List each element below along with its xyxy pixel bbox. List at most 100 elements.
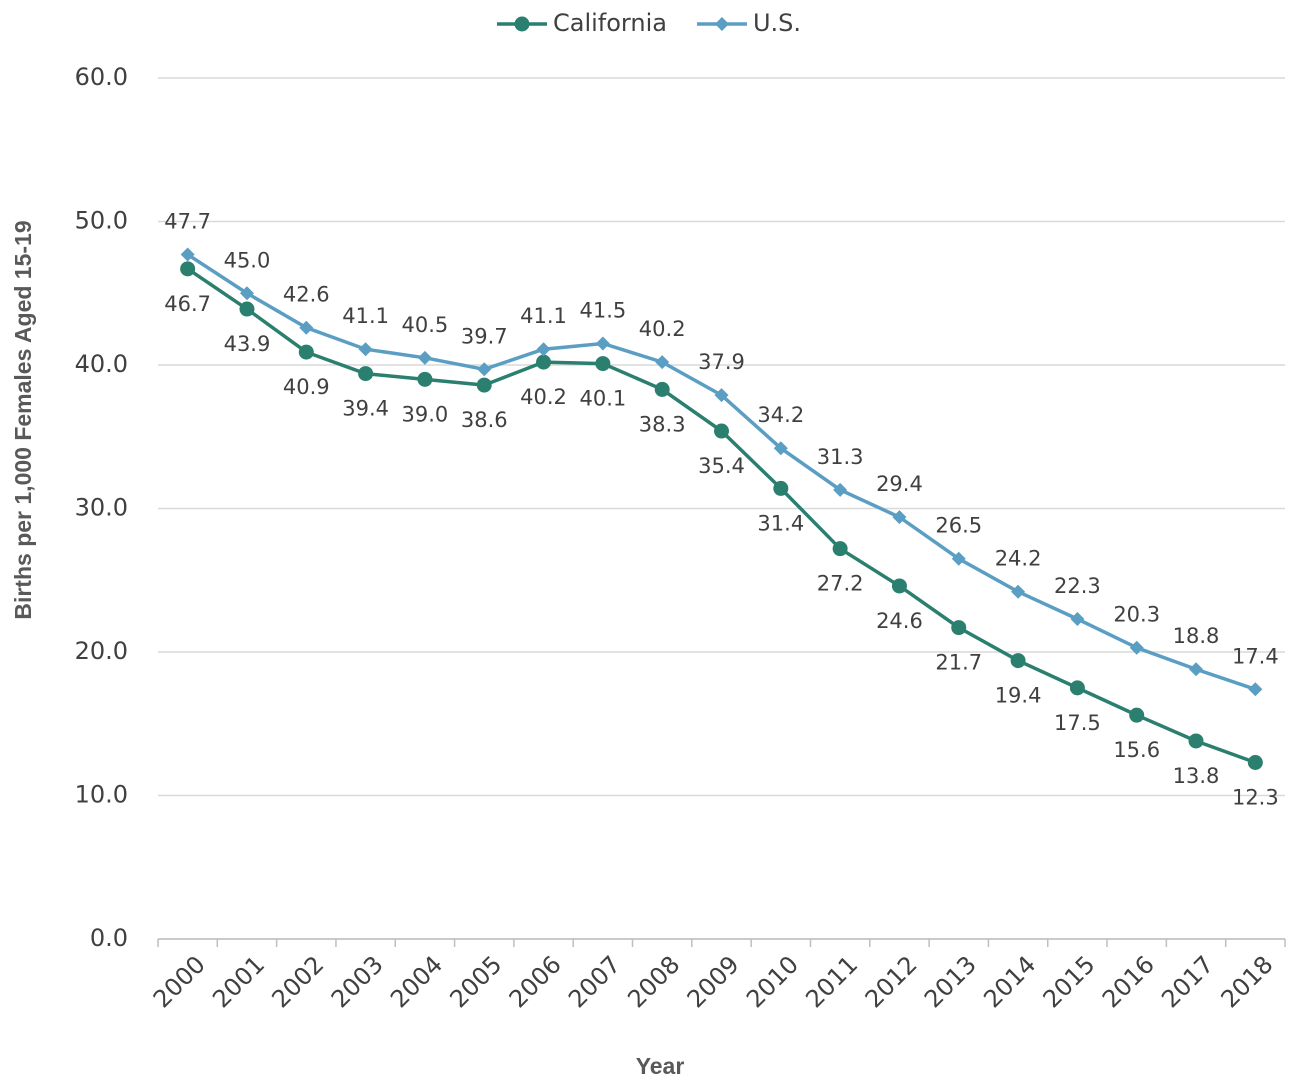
circle-marker bbox=[1247, 754, 1263, 770]
diamond-marker bbox=[951, 551, 966, 566]
data-label: 47.7 bbox=[164, 210, 211, 234]
diamond-marker bbox=[417, 350, 432, 365]
series: 47.7 45.0 42.6 41.1 40.5 39.7 41.1 41.5 40.2 37.9… bbox=[164, 210, 1279, 697]
x-tick-label: 2002 bbox=[266, 950, 329, 1013]
data-label: 27.2 bbox=[817, 572, 864, 596]
data-label: 40.9 bbox=[283, 375, 330, 399]
diamond-marker bbox=[358, 342, 373, 357]
data-label: 34.2 bbox=[757, 403, 804, 427]
x-tick-label: 2015 bbox=[1038, 950, 1101, 1013]
data-label: 40.1 bbox=[579, 387, 626, 411]
circle-marker bbox=[951, 620, 967, 636]
data-label: 17.4 bbox=[1232, 644, 1279, 668]
diamond-marker bbox=[714, 388, 729, 403]
diamond-marker bbox=[536, 342, 551, 357]
data-label: 24.2 bbox=[995, 547, 1042, 571]
x-tick-label: 2005 bbox=[444, 950, 507, 1013]
diamond-marker bbox=[1248, 682, 1263, 697]
diamond-marker bbox=[180, 247, 195, 262]
diamond-marker bbox=[1189, 662, 1204, 677]
x-tick-label: 2011 bbox=[800, 950, 863, 1013]
data-label: 24.6 bbox=[876, 609, 923, 633]
circle-marker bbox=[832, 541, 848, 557]
legend-label: U.S. bbox=[753, 9, 801, 37]
diamond-marker bbox=[595, 336, 610, 351]
data-label: 43.9 bbox=[224, 332, 271, 356]
data-label: 19.4 bbox=[995, 684, 1042, 708]
data-label: 39.4 bbox=[342, 397, 389, 421]
circle-marker bbox=[1069, 680, 1085, 696]
data-label: 39.0 bbox=[402, 402, 449, 426]
circle-marker bbox=[595, 356, 611, 372]
x-axis-title: Year bbox=[636, 1053, 685, 1079]
diamond-marker bbox=[1129, 640, 1144, 655]
circle-marker bbox=[773, 480, 789, 496]
data-label: 20.3 bbox=[1113, 603, 1160, 627]
circle-marker bbox=[536, 354, 552, 370]
data-label: 41.1 bbox=[520, 304, 567, 328]
y-tick-label: 50.0 bbox=[75, 207, 128, 235]
y-tick-label: 60.0 bbox=[75, 63, 128, 91]
data-label: 40.2 bbox=[520, 385, 567, 409]
circle-marker bbox=[891, 578, 907, 594]
circle-marker bbox=[514, 16, 530, 32]
x-tick-label: 2003 bbox=[326, 950, 389, 1013]
circle-marker bbox=[239, 301, 255, 317]
x-tick-label: 2001 bbox=[207, 950, 270, 1013]
data-label: 13.8 bbox=[1173, 764, 1220, 788]
circle-marker bbox=[654, 381, 670, 397]
x-tick-label: 2010 bbox=[741, 950, 804, 1013]
data-label: 22.3 bbox=[1054, 574, 1101, 598]
circle-marker bbox=[417, 371, 433, 387]
diamond-marker bbox=[239, 286, 254, 301]
diamond-marker bbox=[655, 355, 670, 370]
data-label: 41.5 bbox=[579, 298, 626, 322]
x-tick-label: 2000 bbox=[148, 950, 211, 1013]
diamond-marker bbox=[833, 482, 848, 497]
data-label: 29.4 bbox=[876, 472, 923, 496]
data-label: 26.5 bbox=[935, 514, 982, 538]
x-tick-label: 2013 bbox=[919, 950, 982, 1013]
legend-label: California bbox=[553, 9, 667, 37]
x-tick-label: 2007 bbox=[563, 950, 626, 1013]
diamond-marker bbox=[773, 441, 788, 456]
diamond-marker bbox=[714, 17, 729, 31]
data-label: 12.3 bbox=[1232, 785, 1279, 809]
x-tick-label: 2017 bbox=[1156, 950, 1219, 1013]
diamond-marker bbox=[1011, 584, 1026, 599]
data-label: 31.4 bbox=[757, 511, 804, 535]
series: 46.7 43.9 40.9 39.4 39.0 38.6 40.2 40.1 38.3 35.4… bbox=[164, 261, 1279, 809]
data-label: 39.7 bbox=[461, 324, 508, 348]
x-tick-label: 2004 bbox=[385, 950, 448, 1013]
data-label: 40.2 bbox=[639, 317, 686, 341]
y-tick-label: 0.0 bbox=[90, 924, 128, 952]
circle-marker bbox=[714, 423, 729, 439]
data-label: 35.4 bbox=[698, 454, 745, 478]
y-tick-label: 40.0 bbox=[75, 350, 128, 378]
circle-marker bbox=[476, 377, 492, 393]
x-tick-label: 2012 bbox=[860, 950, 923, 1013]
circle-marker bbox=[1010, 653, 1026, 669]
data-label: 42.6 bbox=[283, 283, 330, 307]
data-label: 46.7 bbox=[164, 292, 211, 316]
y-tick-label: 10.0 bbox=[75, 781, 128, 809]
x-tick-label: 2006 bbox=[504, 950, 567, 1013]
data-label: 41.1 bbox=[342, 304, 389, 328]
circle-marker bbox=[358, 366, 374, 382]
data-label: 18.8 bbox=[1173, 624, 1220, 648]
diamond-marker bbox=[1070, 611, 1085, 626]
x-tick-label: 2009 bbox=[682, 950, 745, 1013]
data-label: 37.9 bbox=[698, 350, 745, 374]
y-tick-label: 30.0 bbox=[75, 494, 128, 522]
circle-marker bbox=[1188, 733, 1204, 749]
data-label: 38.3 bbox=[639, 412, 686, 436]
diamond-marker bbox=[477, 362, 492, 377]
data-label: 17.5 bbox=[1054, 711, 1101, 735]
x-tick-label: 2014 bbox=[978, 950, 1041, 1013]
circle-marker bbox=[180, 261, 196, 277]
circle-marker bbox=[1129, 707, 1145, 723]
y-tick-label: 20.0 bbox=[75, 637, 128, 665]
x-tick-label: 2016 bbox=[1097, 950, 1160, 1013]
data-label: 38.6 bbox=[461, 408, 508, 432]
